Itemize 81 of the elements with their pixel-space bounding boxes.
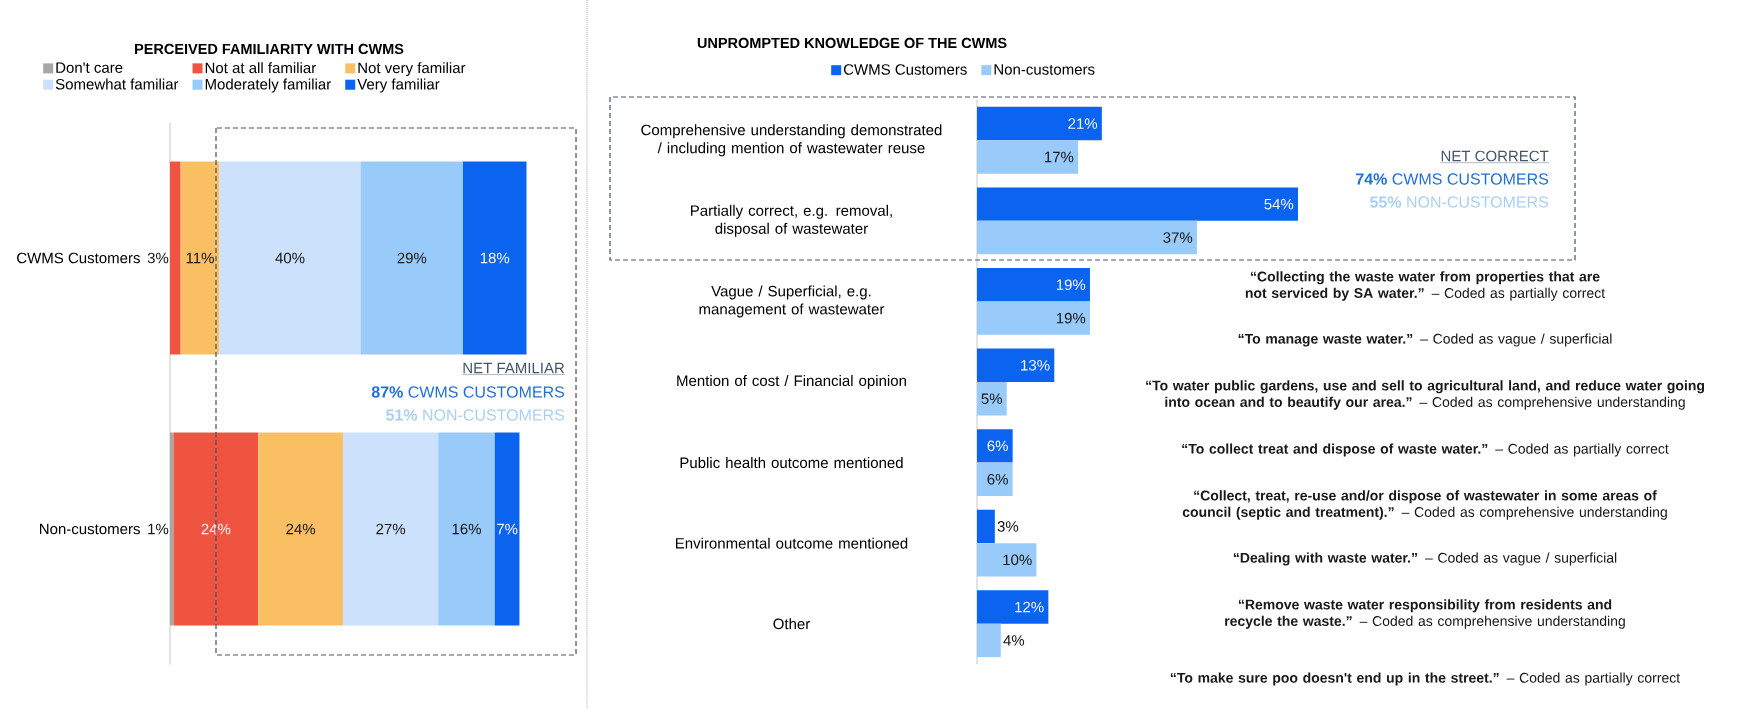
bar (342, 432, 439, 626)
data-label: 19% (1056, 279, 1086, 291)
annotation: NET FAMILIAR (463, 362, 565, 374)
bar (977, 462, 1013, 497)
bar (180, 161, 220, 355)
annotation: “Dealing with waste water.” – Coded as vague / superficial (1233, 552, 1617, 566)
bar (977, 140, 1079, 174)
data-label: 5% (981, 393, 1002, 404)
data-label: 17% (1044, 151, 1074, 163)
y-tick-label: Mention of cost / Financial opinion (677, 375, 906, 389)
bar (977, 267, 1090, 302)
y-tick-label: Environmental outcome mentioned (675, 537, 908, 549)
data-label: 1% (148, 523, 169, 535)
y-tick-label: Public health outcome mentioned (680, 457, 903, 469)
data-label: 40% (275, 252, 305, 264)
legend-label: Don't care (56, 62, 123, 73)
bar (494, 432, 520, 626)
bar (170, 161, 181, 355)
bar (462, 161, 527, 355)
y-tick-label: Partially correct, e.g. removal, disposal of wastewater (691, 204, 892, 237)
text: 55% NON-CUSTOMERS (1370, 196, 1549, 208)
annotation: “Collecting the waste water from properties that are not serviced by SA water.” – Coded as partially correct (1245, 271, 1605, 301)
data-label: 18% (480, 252, 510, 264)
y-tick-label: Comprehensive understanding demonstrated / including mention of wastewater reuse (641, 124, 942, 157)
data-label: 11% (186, 252, 214, 264)
data-label: 12% (1015, 601, 1044, 613)
bar (977, 187, 1299, 221)
data-label: 21% (1068, 118, 1098, 129)
bar (977, 623, 1001, 658)
legend-label: Not at all familiar (205, 62, 316, 74)
bar (438, 432, 495, 626)
data-label: 16% (452, 523, 481, 535)
text: UNPROMPTED KNOWLEDGE OF THE CWMS (697, 37, 1007, 49)
data-label: 6% (987, 473, 1008, 485)
data-label: 37% (1163, 232, 1193, 243)
data-label: 10% (1003, 554, 1032, 566)
text: NET CORRECT (1441, 150, 1549, 162)
bar (977, 543, 1037, 577)
bar (977, 509, 995, 544)
data-label: 54% (1264, 198, 1294, 210)
data-label: 7% (497, 523, 518, 535)
data-label: 4% (1003, 635, 1025, 646)
y-tick-label: Vague / Superficial, e.g. management of wastewater (699, 285, 885, 318)
data-label: 19% (1056, 312, 1086, 324)
annotation: “Remove waste water responsibility from residents and recycle the waste.” – Coded as comprehensive understanding (1225, 599, 1625, 629)
data-label: 29% (397, 252, 427, 264)
legend-label: Somewhat familiar (55, 78, 179, 90)
annotation: “To collect treat and dispose of waste water.” – Coded as partially correct (1182, 443, 1669, 457)
annotation: “To manage waste water.” – Coded as vague / superficial (1238, 333, 1612, 347)
bar (219, 161, 361, 355)
bar (173, 432, 259, 626)
annotation: “Collect, treat, re-use and/or dispose of wastewater in some areas of council (septic and treatment).” – Coded as comprehensive understanding (1182, 490, 1667, 520)
legend-label: CWMS Customers (843, 64, 967, 75)
y-tick-label: Other (773, 618, 810, 630)
bar (977, 301, 1090, 335)
chart-title: PERCEIVED FAMILIARITY WITH CWMS (135, 43, 404, 55)
bar (170, 432, 174, 626)
bar (360, 161, 463, 355)
legend-label: Very familiar (357, 78, 440, 93)
annotation: “To water public gardens, use and sell to agricultural land, and reduce water going into ocean and to beautify our area.” – Coded as comprehensive understanding (1146, 380, 1704, 410)
bar (977, 220, 1197, 255)
bar (977, 348, 1055, 382)
data-label: 3% (997, 521, 1019, 532)
text: “To make sure poo doesn't end up in the street.” – Coded as partially correct (1170, 672, 1681, 686)
data-label: 3% (147, 252, 169, 264)
text: 74% CWMS CUSTOMERS (1356, 173, 1549, 185)
legend-label: Non-customers (994, 64, 1095, 75)
bar (977, 590, 1049, 624)
annotation: 51% NON-CUSTOMERS (386, 409, 565, 421)
bar (977, 429, 1013, 463)
bar (977, 382, 1007, 416)
data-label: 27% (376, 523, 406, 535)
data-label: 13% (1021, 359, 1050, 371)
bar (258, 432, 343, 626)
data-label: 24% (286, 523, 316, 535)
bar (977, 106, 1102, 141)
legend-label: Moderately familiar (205, 78, 331, 93)
annotation: 87% CWMS CUSTOMERS (371, 386, 565, 398)
data-label: 6% (987, 440, 1008, 452)
legend-label: Not very familiar (358, 62, 466, 77)
data-label: 24% (201, 523, 231, 535)
